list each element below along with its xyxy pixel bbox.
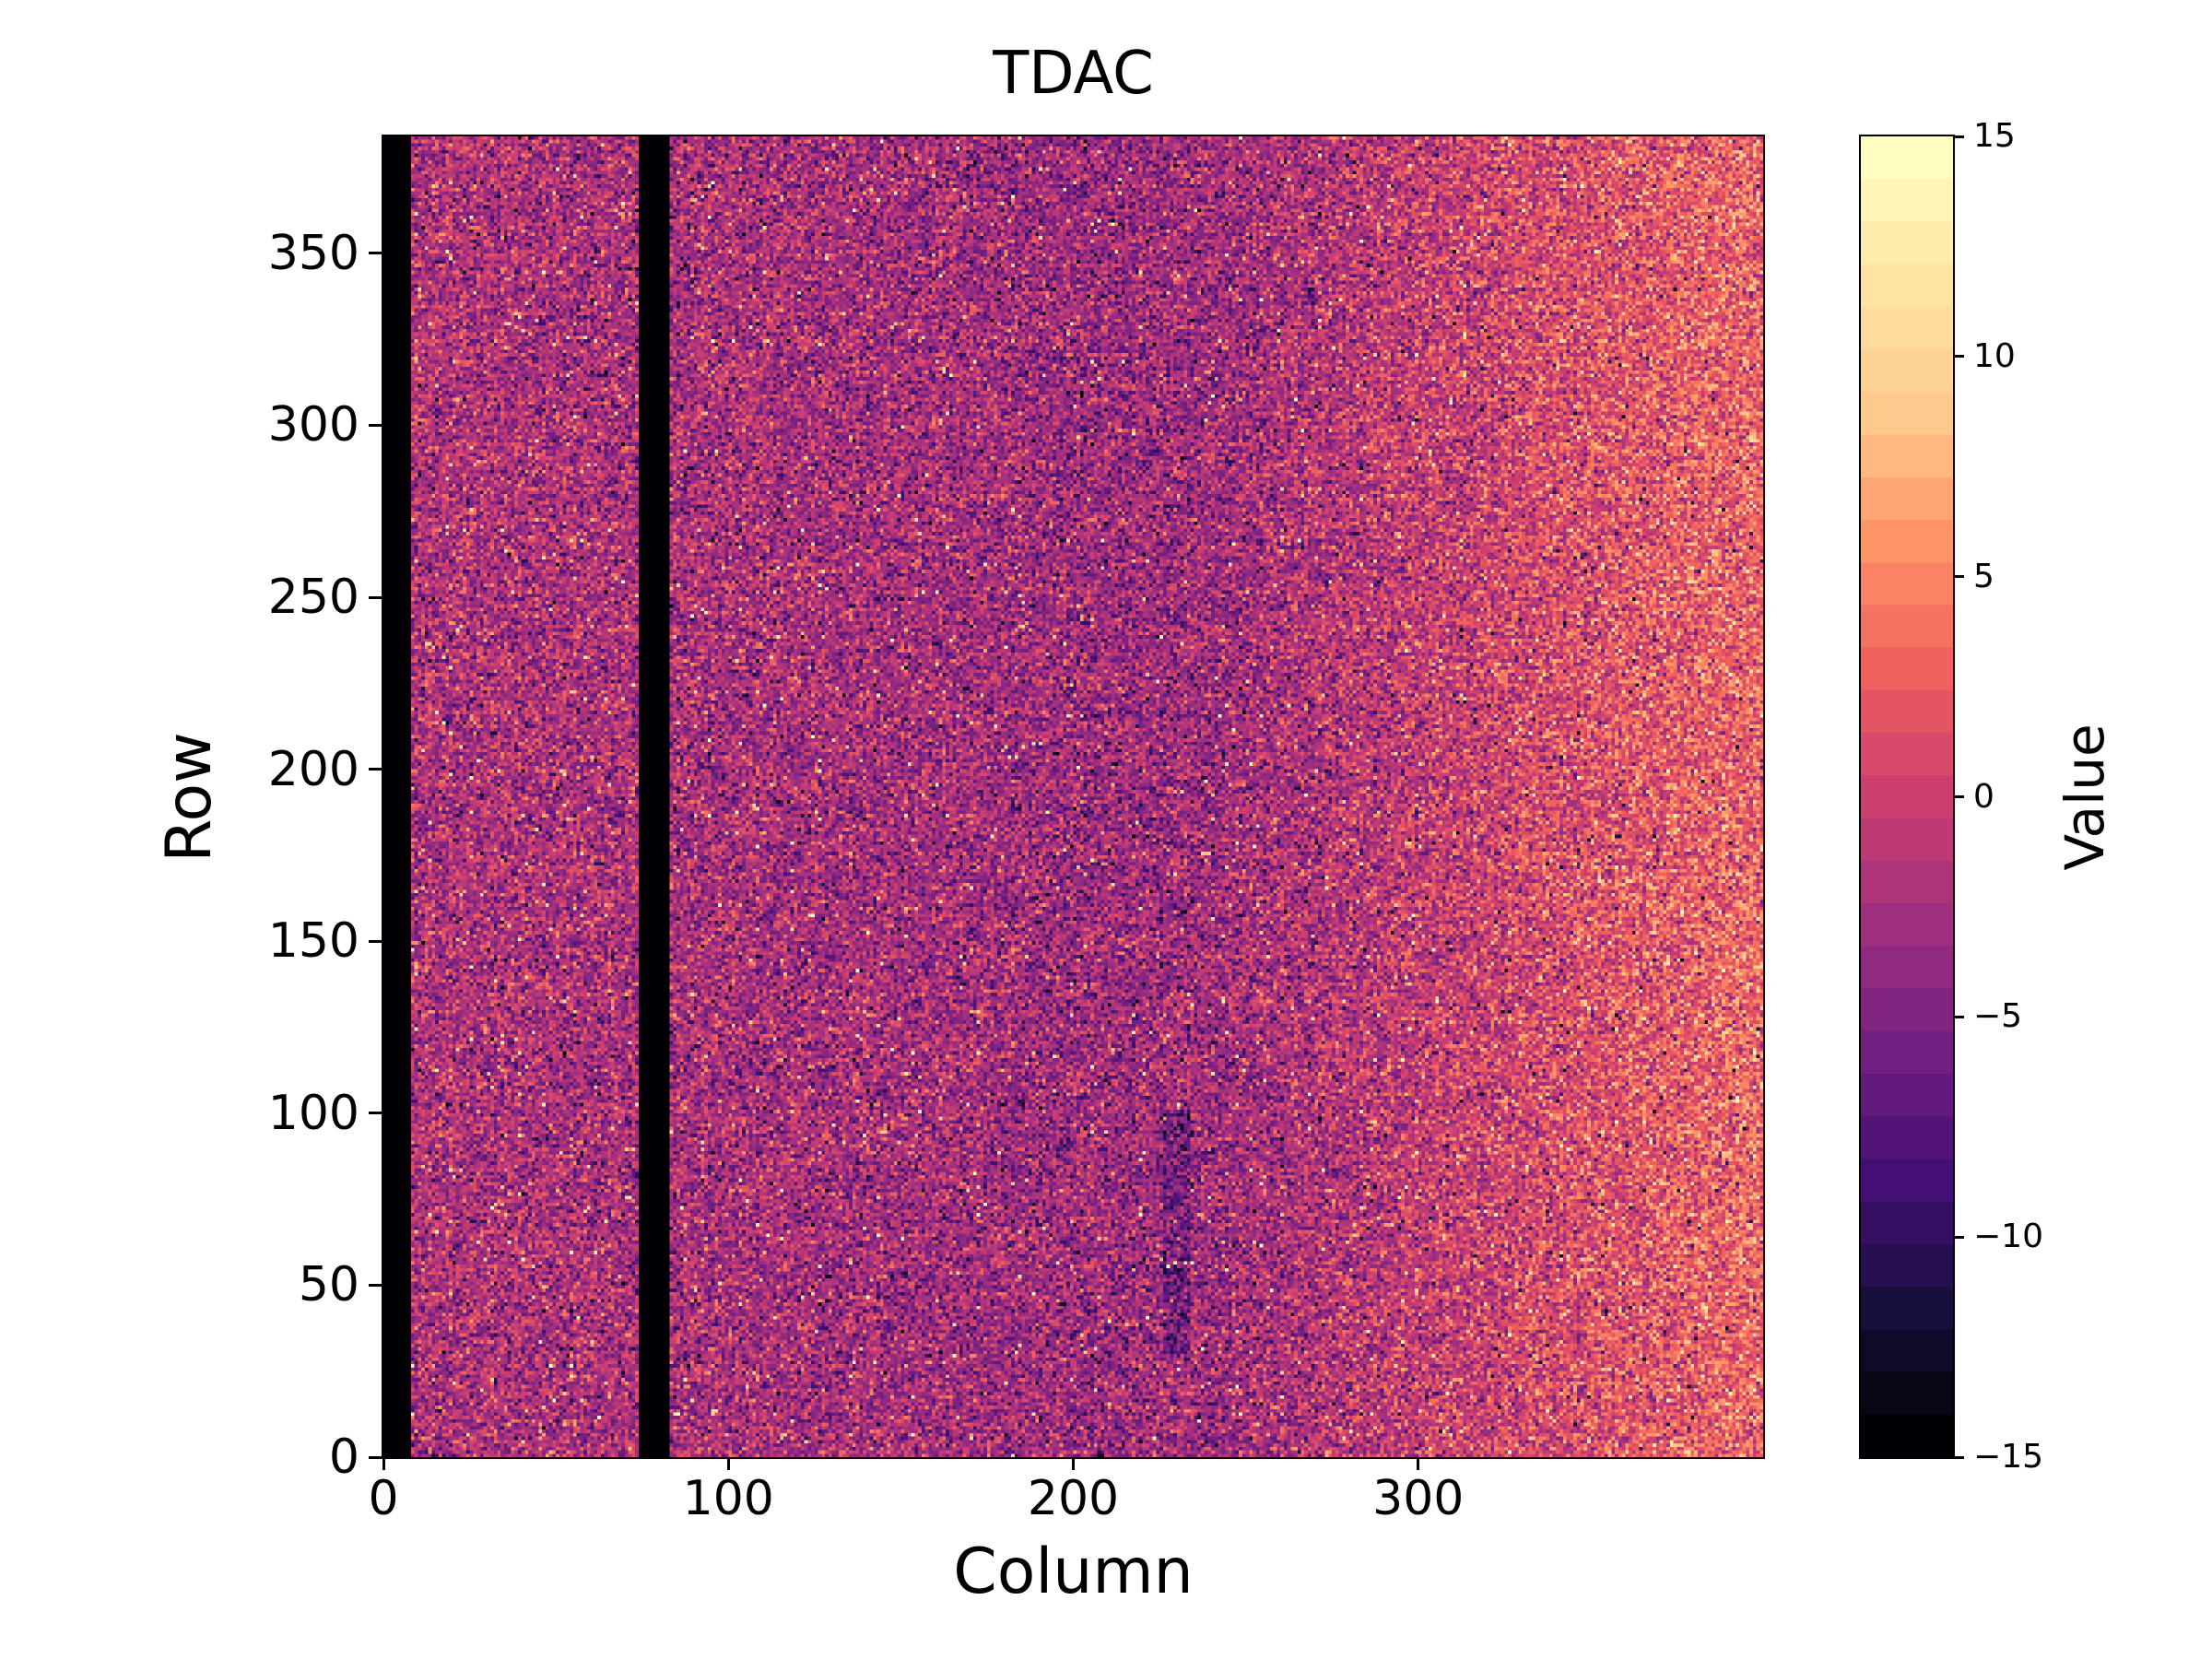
colorbar-label: Value xyxy=(2053,723,2116,871)
y-tick-label: 150 xyxy=(267,913,359,970)
y-tick-label: 0 xyxy=(328,1430,359,1485)
y-tick-mark xyxy=(369,595,382,599)
x-tick-label: 300 xyxy=(1372,1471,1465,1526)
colorbar-tick-mark xyxy=(1953,795,1964,798)
colorbar-tick-label: 5 xyxy=(1973,557,1994,595)
x-tick-mark xyxy=(726,1457,730,1470)
x-tick-mark xyxy=(1417,1457,1420,1470)
chart-title: TDAC xyxy=(993,40,1154,108)
y-tick-mark xyxy=(369,423,382,427)
y-tick-mark xyxy=(369,1455,382,1459)
y-tick-mark xyxy=(369,1283,382,1287)
colorbar-tick-mark xyxy=(1953,1015,1964,1018)
colorbar-tick-mark xyxy=(1953,575,1964,579)
colorbar-tick-label: 15 xyxy=(1973,117,2016,155)
heatmap-image xyxy=(383,136,1763,1457)
y-tick-label: 100 xyxy=(267,1085,359,1141)
colorbar-tick-mark xyxy=(1953,1235,1964,1239)
y-tick-mark xyxy=(369,1112,382,1115)
x-tick-label: 0 xyxy=(368,1471,399,1526)
y-tick-mark xyxy=(369,252,382,255)
colorbar-tick-mark xyxy=(1953,1455,1964,1459)
colorbar-tick-label: 10 xyxy=(1973,336,2016,375)
x-tick-mark xyxy=(1072,1457,1075,1470)
y-tick-label: 200 xyxy=(267,741,359,797)
colorbar-tick-mark xyxy=(1953,135,1964,138)
colorbar-tick-label: −10 xyxy=(1973,1218,2043,1256)
colorbar-tick-label: −15 xyxy=(1973,1438,2043,1476)
y-tick-label: 350 xyxy=(267,225,359,281)
y-tick-mark xyxy=(369,939,382,943)
colorbar-gradient xyxy=(1861,136,1953,1457)
y-tick-label: 300 xyxy=(267,397,359,453)
y-tick-label: 50 xyxy=(298,1257,359,1313)
x-axis-label: Column xyxy=(953,1535,1194,1608)
heatmap-plot-area xyxy=(382,135,1765,1459)
y-tick-mark xyxy=(369,768,382,771)
x-tick-label: 200 xyxy=(1027,1471,1120,1526)
colorbar xyxy=(1859,135,1955,1459)
y-axis-label: Row xyxy=(153,731,226,863)
x-tick-mark xyxy=(382,1457,385,1470)
colorbar-tick-label: −5 xyxy=(1973,997,2023,1036)
y-tick-label: 250 xyxy=(267,570,359,626)
colorbar-tick-mark xyxy=(1953,355,1964,359)
x-tick-label: 100 xyxy=(682,1471,774,1526)
colorbar-tick-label: 0 xyxy=(1973,777,1994,816)
